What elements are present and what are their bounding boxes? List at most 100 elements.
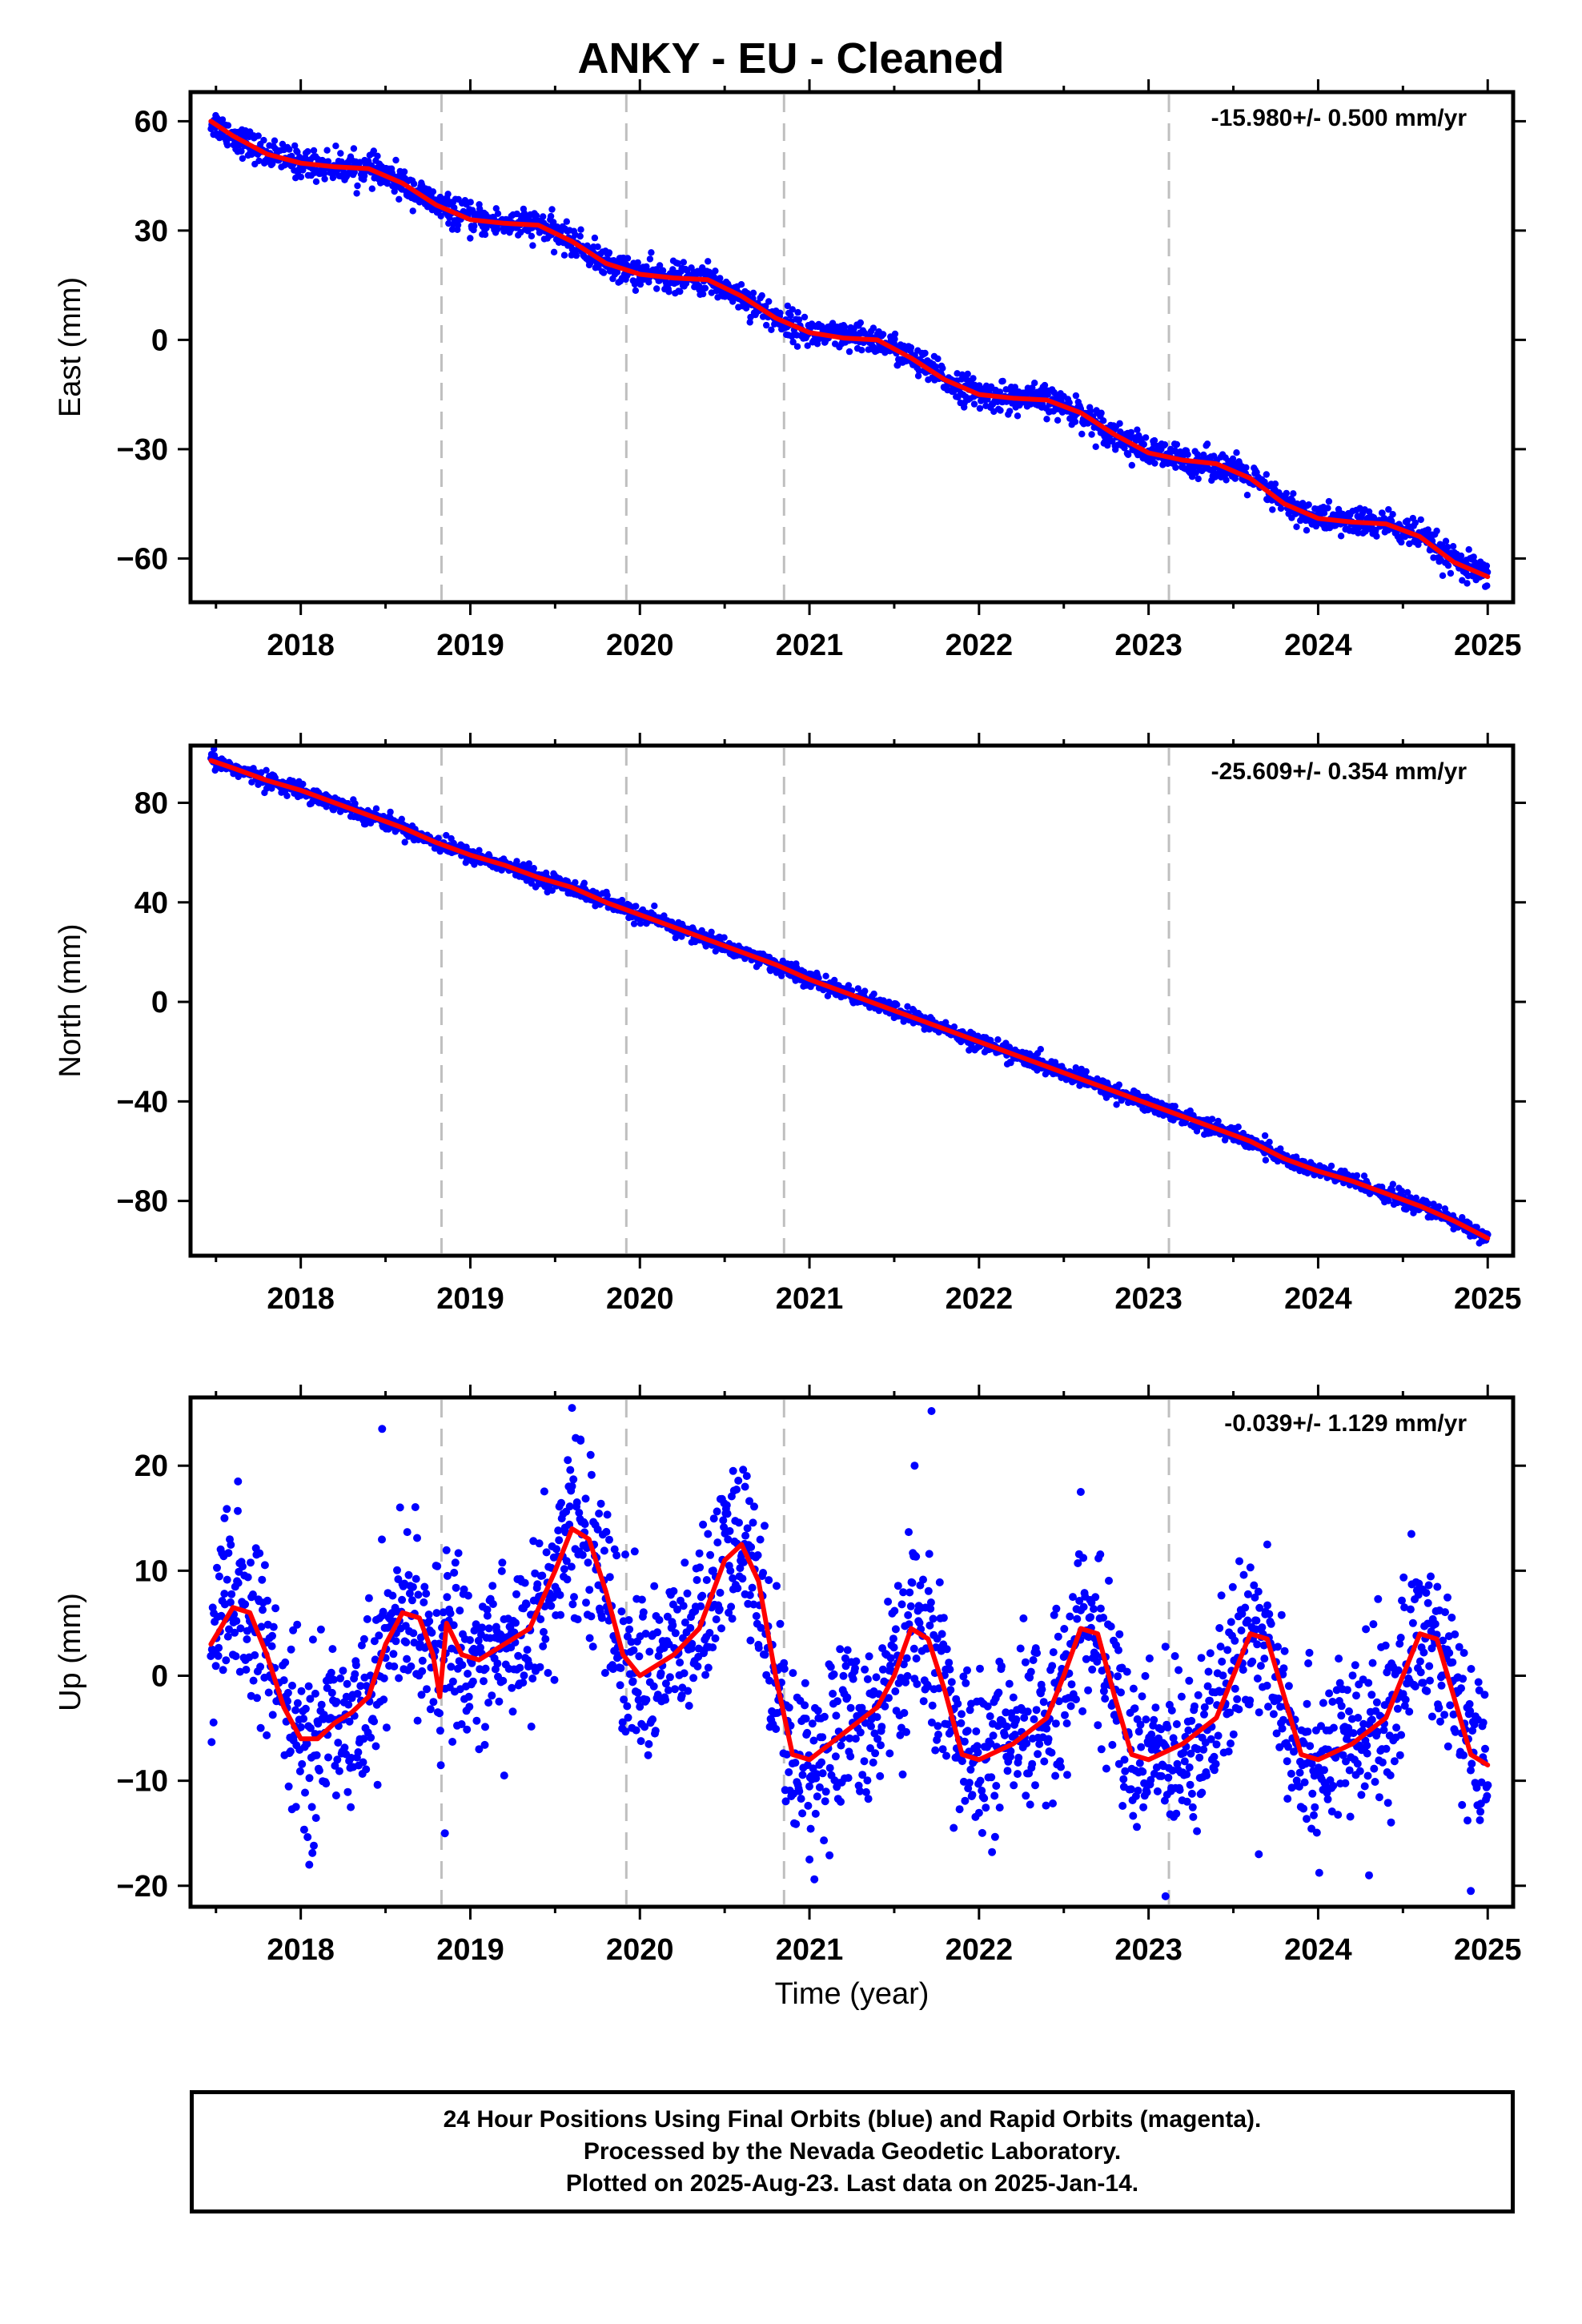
data-point [468,1677,477,1686]
data-point [354,182,361,190]
data-point [499,1676,508,1685]
data-point [239,155,247,163]
data-point [299,1715,308,1723]
data-point [596,1499,605,1508]
data-point [238,147,245,155]
data-point [536,1615,545,1623]
data-point [564,1456,572,1465]
data-point [1457,552,1465,560]
data-point [493,1659,502,1668]
data-point [255,157,263,164]
y-tick-label: −30 [117,433,168,467]
data-point [528,232,536,239]
data-point [542,1548,551,1557]
data-point [497,1566,506,1575]
data-point [581,1494,590,1503]
x-tick-label: 2025 [1454,629,1522,662]
data-point [308,1635,317,1644]
data-point [553,223,561,231]
data-point [621,1550,629,1559]
data-point [597,1614,606,1622]
panel-2: 2018 2019 2020 2021 2022 2023 2024 202580400−40… [54,733,1526,1316]
data-point [483,1611,492,1620]
y-tick-label: 0 [151,986,168,1019]
data-point [219,1666,227,1675]
data-point [602,1527,611,1536]
data-point [286,146,293,153]
data-point [400,168,408,175]
data-point [404,1570,413,1579]
data-point [413,1716,422,1725]
data-point [408,1596,416,1605]
x-tick-label: 2023 [1114,1282,1182,1316]
data-point [801,313,809,321]
data-point [651,903,658,910]
y-tick-label: 30 [135,215,168,248]
data-point [520,1671,528,1680]
data-point [572,879,579,887]
data-point [480,1740,489,1749]
data-point [323,147,331,154]
data-point [291,142,299,150]
data-point [712,267,719,275]
data-point [1389,1180,1397,1188]
data-point [242,1666,251,1674]
data-point [560,1565,568,1574]
data-point [653,285,661,292]
data-point [298,1759,307,1768]
data-point [464,1591,472,1600]
data-point [234,1506,242,1515]
data-point [481,1664,490,1673]
data-point [674,259,682,267]
data-point [540,213,547,220]
data-point [861,987,869,995]
data-point [857,319,865,327]
data-point [1243,492,1251,499]
data-point [1373,533,1380,540]
data-point [699,290,707,298]
data-point [247,1558,255,1567]
data-point [555,1536,564,1545]
data-point [396,1503,404,1512]
data-point [787,312,794,320]
data-point [1261,1132,1269,1140]
data-point [570,1593,578,1602]
data-point [239,1562,247,1570]
data-point [1293,523,1300,530]
data-point [1398,538,1405,546]
data-point [436,1761,445,1770]
data-point [1417,516,1424,524]
data-point [1283,489,1291,497]
data-point [976,404,984,412]
data-point [557,1498,565,1507]
data-point [305,1774,314,1783]
data-point [954,370,961,377]
data-point [538,1571,547,1580]
data-point [320,170,328,177]
data-point [1464,580,1471,587]
data-point [869,324,877,332]
data-point [332,143,339,150]
data-point [563,218,570,225]
data-point [379,1695,388,1704]
data-point [234,1578,243,1587]
data-point [582,1598,590,1607]
data-point [994,1036,1002,1043]
data-point [1172,464,1179,471]
data-point [472,1716,481,1725]
data-point [426,1705,435,1714]
data-point [624,255,632,262]
data-point [677,287,684,296]
data-point [1134,426,1141,433]
data-point [656,262,664,269]
data-point [1203,440,1211,448]
data-point [1398,1188,1406,1195]
data-point [308,1848,317,1857]
data-point [423,1685,431,1694]
data-point [311,1814,320,1823]
data-point [353,190,360,197]
data-point [396,195,403,203]
data-point [495,1697,504,1706]
data-point [1483,562,1491,569]
data-point [418,1667,427,1675]
